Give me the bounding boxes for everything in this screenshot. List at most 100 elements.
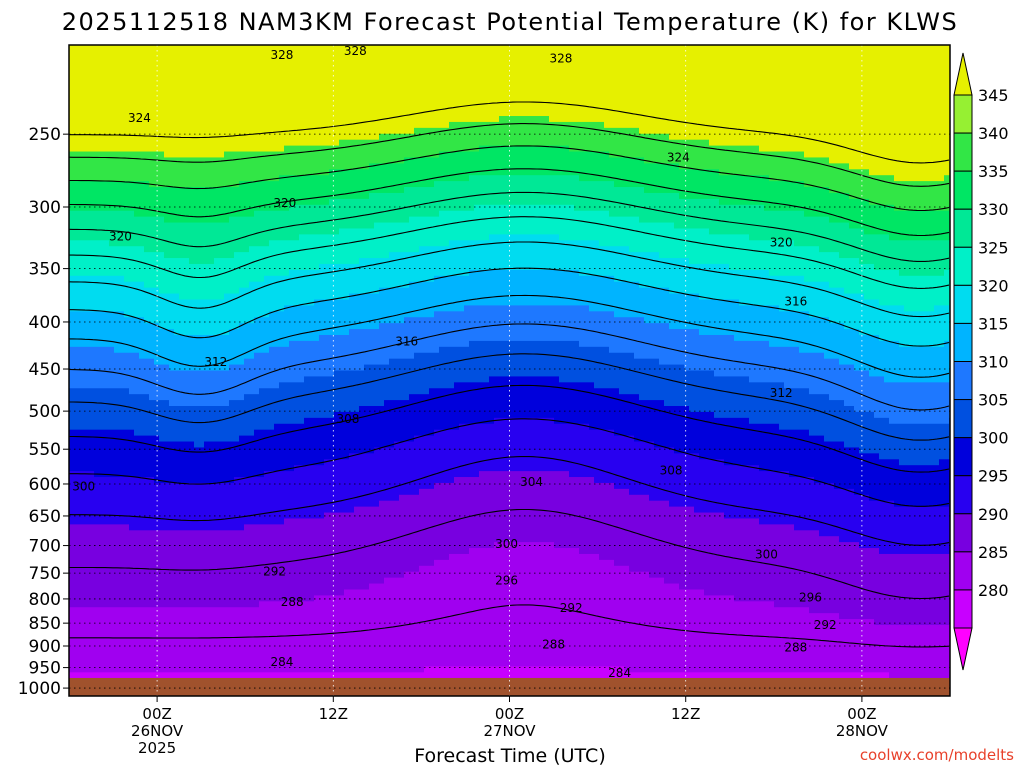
- theta-fill-cell: [724, 234, 730, 265]
- theta-fill-cell: [379, 45, 385, 135]
- theta-fill-cell: [299, 601, 305, 673]
- theta-fill-cell: [229, 216, 235, 259]
- theta-fill-cell: [404, 187, 410, 224]
- theta-fill-cell: [424, 317, 430, 354]
- theta-fill-cell: [599, 210, 605, 247]
- theta-fill-cell: [319, 45, 325, 147]
- theta-fill-cell: [704, 169, 710, 200]
- theta-fill-cell: [574, 175, 580, 212]
- theta-fill-cell: [824, 358, 830, 395]
- theta-fill-cell: [154, 323, 160, 366]
- theta-fill-cell: [109, 275, 115, 312]
- theta-fill-cell: [819, 613, 825, 673]
- theta-fill-cell: [469, 477, 475, 549]
- theta-fill-cell: [919, 275, 925, 312]
- theta-fill-cell: [809, 157, 815, 188]
- theta-fill-cell: [689, 453, 695, 508]
- theta-fill-cell: [329, 169, 335, 200]
- theta-fill-cell: [519, 234, 525, 271]
- theta-fill-cell: [884, 553, 890, 626]
- theta-fill-cell: [559, 121, 565, 147]
- theta-fill-cell: [689, 228, 695, 265]
- theta-fill-cell: [134, 477, 140, 531]
- theta-fill-cell: [179, 157, 185, 188]
- theta-fill-cell: [644, 358, 650, 401]
- contour-label: 316: [784, 294, 807, 308]
- theta-fill-cell: [909, 346, 915, 383]
- theta-fill-cell: [799, 210, 805, 247]
- theta-fill-cell: [84, 607, 90, 673]
- theta-fill-cell: [299, 305, 305, 342]
- theta-fill-cell: [514, 204, 520, 235]
- theta-fill-cell: [849, 542, 855, 620]
- theta-fill-cell: [599, 151, 605, 182]
- theta-fill-cell: [709, 595, 715, 673]
- theta-fill-cell: [269, 601, 275, 673]
- theta-fill-cell: [549, 234, 555, 271]
- theta-fill-cell: [119, 210, 125, 247]
- theta-fill-cell: [754, 45, 760, 147]
- theta-fill-cell: [399, 45, 405, 135]
- theta-fill-cell: [799, 246, 805, 277]
- theta-fill-cell: [444, 429, 450, 484]
- theta-fill-cell: [609, 482, 615, 561]
- theta-fill-cell: [879, 175, 885, 206]
- theta-fill-cell: [529, 376, 535, 419]
- theta-fill-cell: [224, 187, 230, 224]
- theta-fill-cell: [544, 45, 550, 117]
- theta-fill-cell: [294, 465, 300, 520]
- theta-fill-cell: [144, 607, 150, 673]
- theta-fill-cell: [259, 352, 265, 389]
- theta-fill-cell: [414, 216, 420, 253]
- theta-fill-cell: [649, 133, 655, 164]
- theta-fill-cell: [664, 364, 670, 407]
- theta-fill-cell: [909, 553, 915, 626]
- theta-fill-cell: [939, 382, 945, 425]
- theta-fill-cell: [184, 157, 190, 188]
- theta-fill-cell: [304, 340, 310, 378]
- theta-fill-cell: [219, 406, 225, 443]
- theta-fill-cell: [414, 157, 420, 188]
- theta-fill-cell: [789, 607, 795, 673]
- theta-fill-cell: [904, 311, 910, 348]
- theta-fill-cell: [834, 222, 840, 253]
- theta-fill-cell: [854, 447, 860, 496]
- theta-fill-cell: [784, 240, 790, 277]
- theta-fill-cell: [899, 210, 905, 241]
- theta-fill-cell: [594, 311, 600, 348]
- theta-fill-cell: [794, 311, 800, 348]
- theta-fill-cell: [434, 127, 440, 159]
- theta-fill-cell: [234, 151, 240, 188]
- theta-fill-cell: [644, 163, 650, 194]
- theta-fill-cell: [394, 222, 400, 253]
- theta-fill-cell: [564, 548, 570, 668]
- theta-fill-cell: [169, 293, 175, 330]
- theta-fill-cell: [94, 429, 100, 478]
- theta-fill-cell: [769, 382, 775, 425]
- theta-fill-cell: [779, 607, 785, 673]
- theta-fill-cell: [279, 275, 285, 312]
- theta-fill-cell: [564, 340, 570, 383]
- theta-fill-cell: [239, 181, 245, 218]
- theta-fill-cell: [834, 163, 840, 194]
- theta-fill-cell: [229, 45, 235, 153]
- theta-fill-cell: [679, 506, 685, 591]
- theta-fill-cell: [314, 465, 320, 520]
- theta-fill-cell: [439, 45, 445, 129]
- theta-fill-cell: [904, 423, 910, 466]
- theta-fill-cell: [349, 589, 355, 673]
- theta-fill-cell: [169, 222, 175, 259]
- theta-fill-cell: [924, 181, 930, 212]
- theta-fill-cell: [654, 163, 660, 194]
- theta-fill-cell: [849, 258, 855, 295]
- theta-fill-cell: [579, 45, 585, 123]
- theta-fill-cell: [844, 406, 850, 449]
- theta-fill-cell: [429, 565, 435, 668]
- theta-fill-cell: [779, 311, 785, 348]
- theta-fill-cell: [409, 317, 415, 360]
- theta-fill-cell: [159, 400, 165, 443]
- theta-fill-cell: [939, 240, 945, 277]
- theta-fill-cell: [264, 246, 270, 277]
- theta-fill-cell: [174, 334, 180, 372]
- theta-fill-cell: [204, 334, 210, 372]
